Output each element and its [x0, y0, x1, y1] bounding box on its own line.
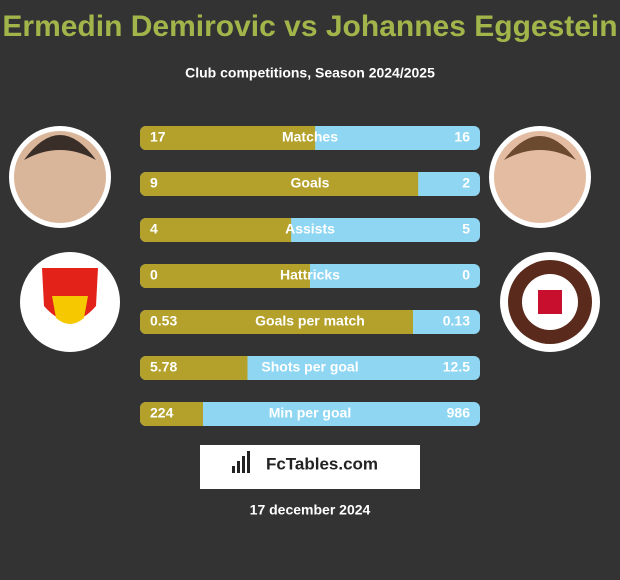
left-value: 0: [150, 267, 158, 283]
stat-label: Goals: [291, 175, 330, 191]
player-photo-right: [489, 126, 591, 228]
right-value: 986: [447, 405, 471, 421]
club-logo-left: [20, 252, 120, 352]
bar-left: [140, 126, 316, 150]
right-value: 0.13: [443, 313, 470, 329]
left-value: 9: [150, 175, 158, 191]
bar-left: [140, 310, 414, 334]
bar-left: [140, 172, 419, 196]
stat-label: Goals per match: [255, 313, 365, 329]
stat-label: Shots per goal: [261, 359, 358, 375]
left-value: 5.78: [150, 359, 177, 375]
stat-label: Hattricks: [280, 267, 340, 283]
right-value: 5: [462, 221, 470, 237]
left-value: 224: [150, 405, 174, 421]
brand-box: [200, 445, 420, 489]
bar-left: [140, 356, 248, 380]
left-value: 17: [150, 129, 166, 145]
bar-right: [140, 402, 480, 426]
bar-left: [140, 264, 310, 288]
club-logo-right: [500, 252, 600, 352]
left-value: 4: [150, 221, 158, 237]
comparison-rows: 17 16 Matches 9 2 Goals 4 5 Assists 0 0 Hattricks 0.…: [140, 126, 480, 426]
brand: FcTables.com: [266, 454, 378, 473]
date: 17 december 2024: [250, 502, 371, 518]
right-value: 2: [462, 175, 470, 191]
brand-icon: [232, 451, 250, 473]
bar-left: [140, 218, 292, 242]
stat-label: Min per goal: [269, 405, 351, 421]
title: Ermedin Demirovic vs Johannes Eggestein: [2, 10, 617, 43]
bar-left: [140, 402, 203, 426]
player-photo-left: [9, 126, 111, 228]
subtitle: Club competitions, Season 2024/2025: [185, 65, 435, 81]
right-value: 16: [454, 129, 470, 145]
stat-label: Assists: [285, 221, 335, 237]
stat-label: Matches: [282, 129, 338, 145]
left-value: 0.53: [150, 313, 177, 329]
right-value: 0: [462, 267, 470, 283]
right-value: 12.5: [443, 359, 470, 375]
